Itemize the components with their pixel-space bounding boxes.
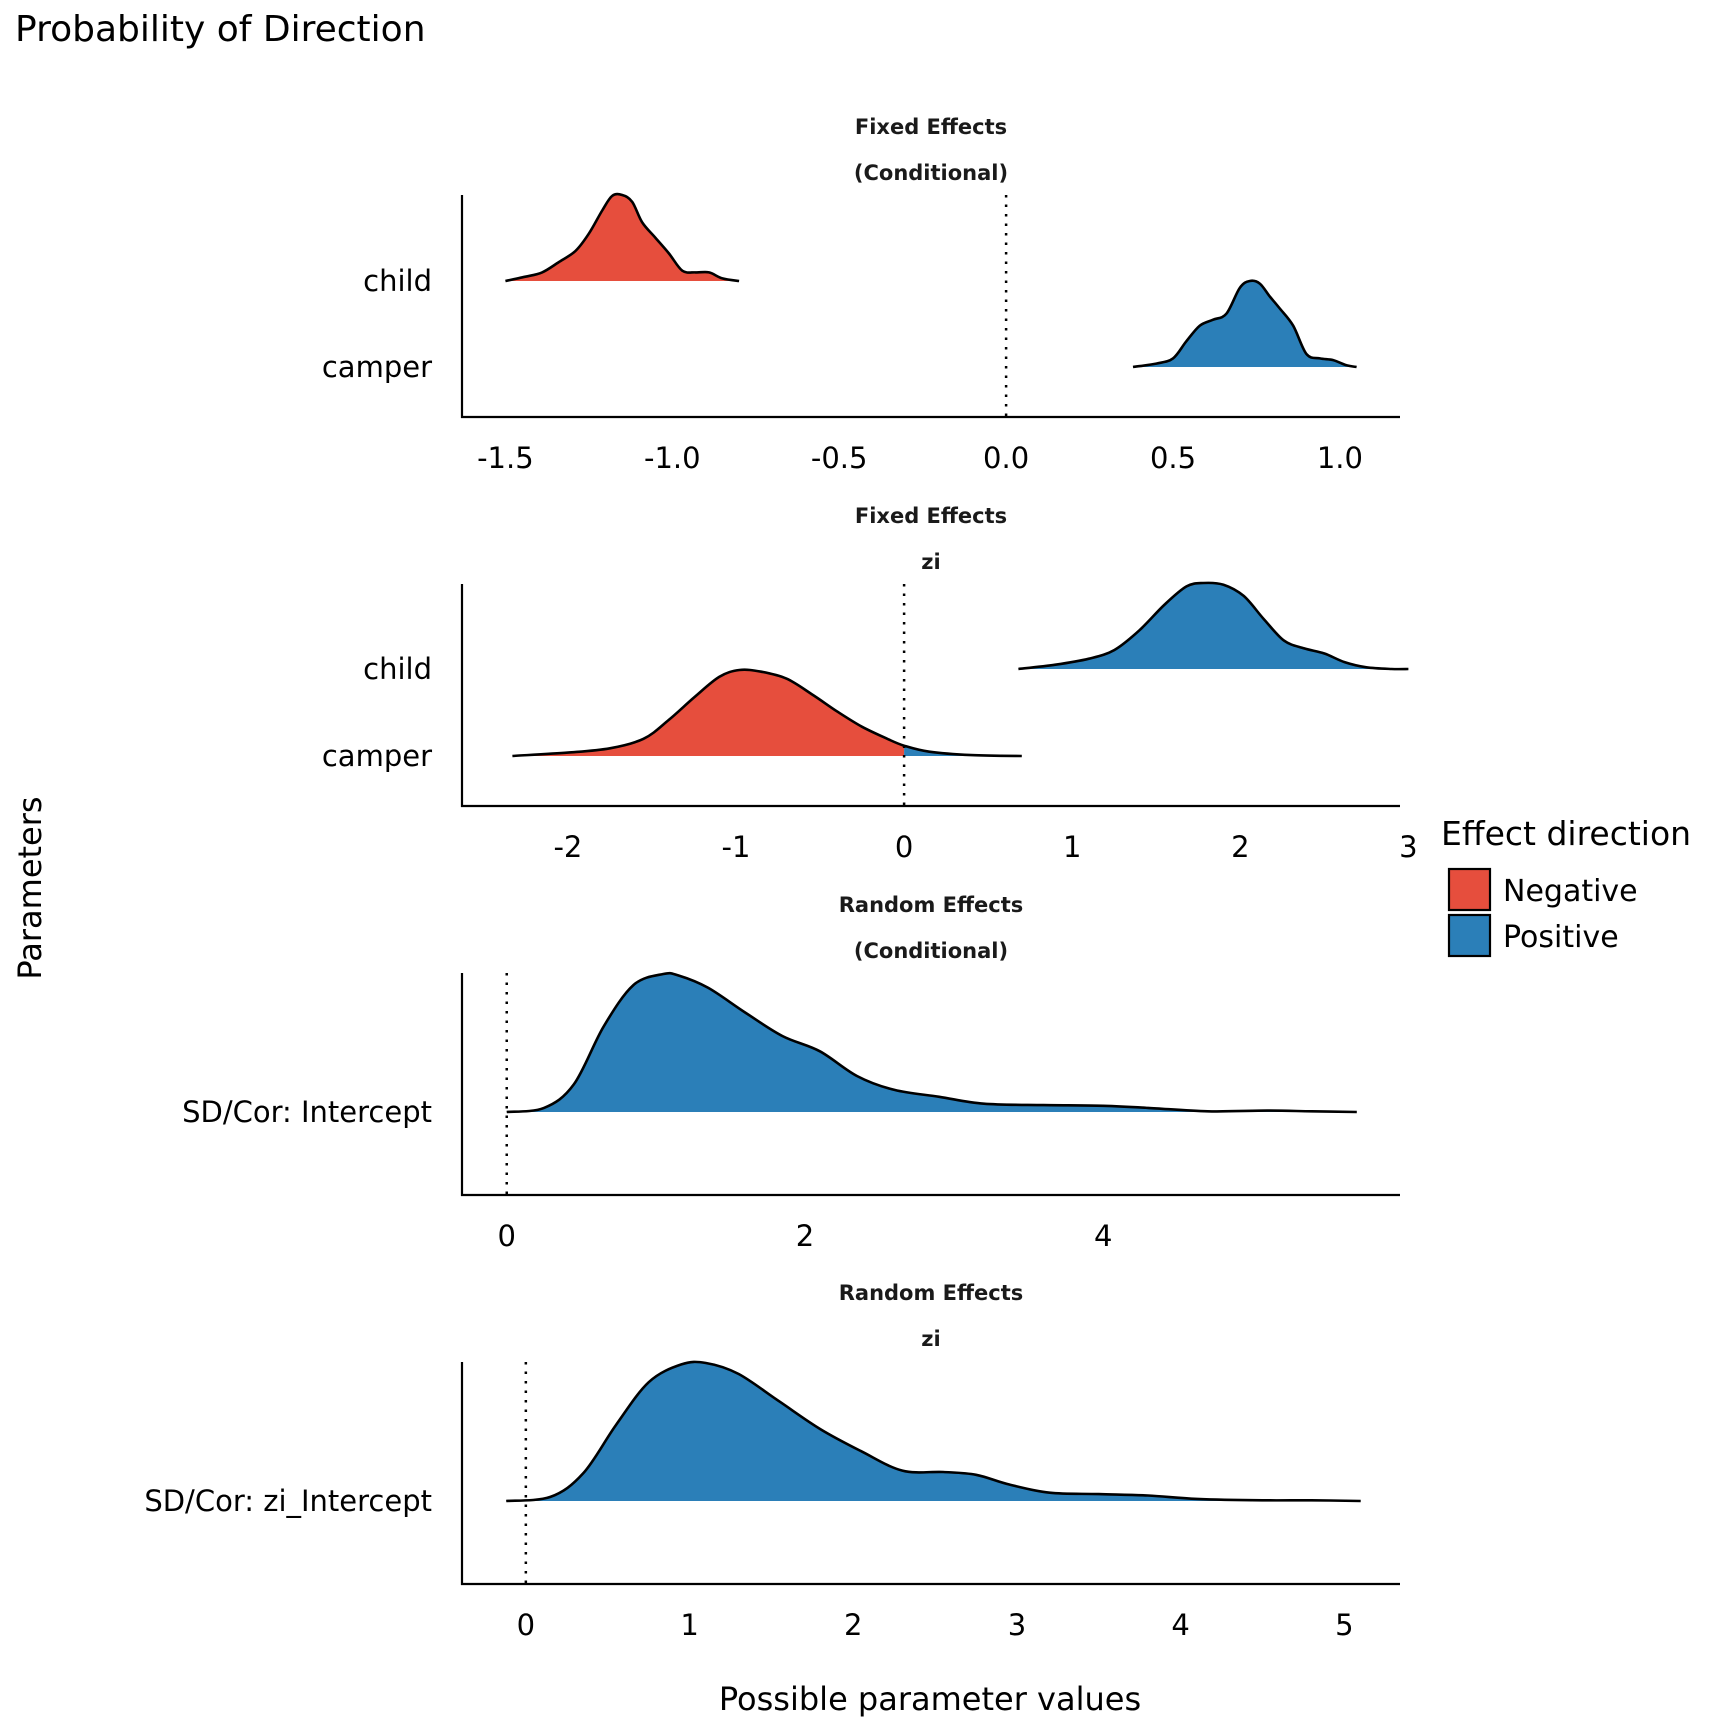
legend-label-negative: Negative xyxy=(1503,874,1638,909)
row-label: SD/Cor: zi_Intercept xyxy=(144,1484,432,1518)
density-outline xyxy=(506,971,1357,1114)
density-outline xyxy=(505,192,740,283)
x-tick-label: 4 xyxy=(1171,1608,1189,1642)
x-tick-label: 2 xyxy=(796,1219,814,1253)
x-tick-label: 4 xyxy=(1094,1219,1112,1253)
x-tick-label: 5 xyxy=(1335,1608,1353,1642)
row-label: SD/Cor: Intercept xyxy=(182,1095,432,1129)
x-tick-label: 1.0 xyxy=(1317,441,1363,475)
panel-4: Random Effects zi SD/Cor: zi_Intercept 0 1 2 3… xyxy=(144,1281,1400,1642)
x-axis-title: Possible parameter values xyxy=(719,1680,1141,1718)
x-tick-label: 0 xyxy=(895,830,913,864)
panel-strip-label: Random Effects xyxy=(839,893,1024,917)
density-outline xyxy=(506,1360,1361,1503)
row-label: child xyxy=(363,652,432,686)
row-label: camper xyxy=(322,350,432,384)
density-outline xyxy=(1132,279,1357,369)
panel-1: Fixed Effects (Conditional) child camper -1.… xyxy=(322,115,1400,475)
x-tick-label: 0 xyxy=(517,1608,535,1642)
x-tick-label: 0 xyxy=(498,1219,516,1253)
x-tick-label: 3 xyxy=(1008,1608,1026,1642)
density-positive-area xyxy=(525,1361,1361,1501)
panel-strip-label: zi xyxy=(921,1327,940,1351)
density-positive-area xyxy=(1133,280,1357,367)
legend-items: Negative Positive xyxy=(1447,867,1638,958)
density-positive-area xyxy=(1018,582,1409,670)
density-negative-area xyxy=(512,669,905,756)
panel-strip-label: Fixed Effects xyxy=(855,115,1007,139)
panel-3: Random Effects (Conditional) SD/Cor: Inter… xyxy=(182,893,1400,1253)
density-positive-area xyxy=(506,973,1357,1112)
x-tick-label: 2 xyxy=(1231,830,1249,864)
panel-strip-label: (Conditional) xyxy=(854,161,1008,185)
panel-strip-label: (Conditional) xyxy=(854,939,1008,963)
x-tick-label: -1 xyxy=(722,830,751,864)
x-tick-label: -1.0 xyxy=(644,441,701,475)
x-tick-label: 0.5 xyxy=(1150,441,1196,475)
x-tick-label: -1.5 xyxy=(477,441,534,475)
panel-strip-label: zi xyxy=(921,550,940,574)
panel-strip-label: Fixed Effects xyxy=(855,504,1007,528)
panels-layer: Fixed Effects (Conditional) child camper -1.… xyxy=(144,115,1417,1642)
row-label: child xyxy=(363,264,432,298)
density-negative-area xyxy=(505,194,740,281)
panel-strip-label: Random Effects xyxy=(839,1281,1024,1305)
x-tick-label: 1 xyxy=(680,1608,698,1642)
legend-swatch-positive xyxy=(1447,913,1492,958)
density-outline xyxy=(512,668,1022,758)
x-tick-label: 0.0 xyxy=(983,441,1029,475)
legend-title: Effect direction xyxy=(1441,814,1691,853)
legend-label-positive: Positive xyxy=(1503,920,1619,955)
row-label: camper xyxy=(322,739,432,773)
x-tick-label: 1 xyxy=(1063,830,1081,864)
x-tick-label: -2 xyxy=(553,830,582,864)
chart-title: Probability of Direction xyxy=(15,9,426,50)
legend: Effect direction Negative Positive xyxy=(1441,814,1691,958)
density-outline xyxy=(1018,581,1409,671)
y-axis-title: Parameters xyxy=(11,796,49,979)
legend-swatch-negative xyxy=(1447,867,1492,912)
x-tick-label: 2 xyxy=(844,1608,862,1642)
x-tick-label: -0.5 xyxy=(811,441,868,475)
x-tick-label: 3 xyxy=(1399,830,1417,864)
panel-2: Fixed Effects zi child camper -2 -1 0 1 2 3 xyxy=(322,504,1418,864)
